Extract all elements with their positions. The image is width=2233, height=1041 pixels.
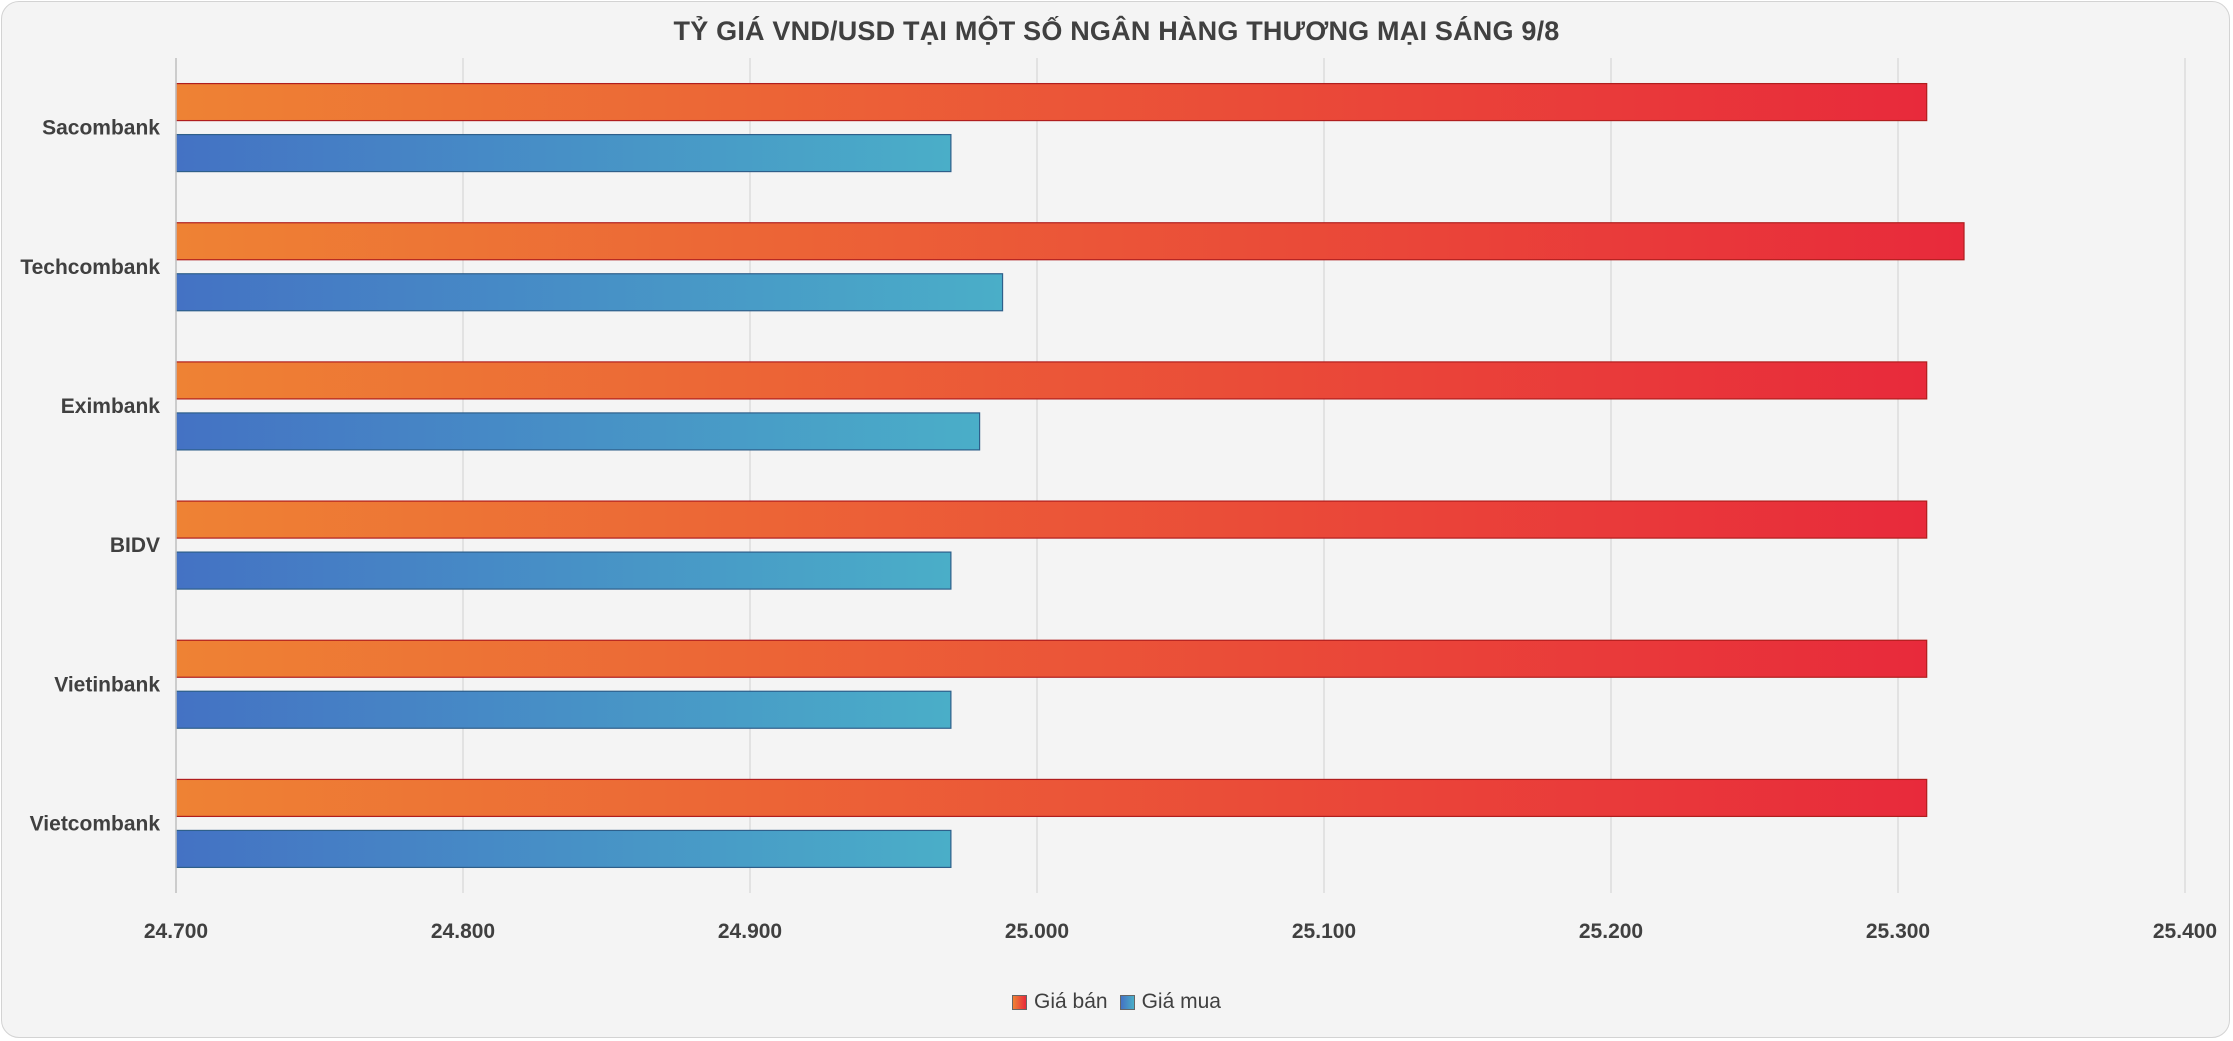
bar-sell [175, 361, 1928, 400]
bar-buy [175, 690, 952, 729]
bar-sell [175, 639, 1928, 678]
bar-buy [175, 412, 981, 451]
bar-sell [175, 222, 1965, 261]
legend-item-buy: Giá mua [1119, 990, 1221, 1014]
category-label: Techcombank [20, 256, 160, 279]
labels: 24.700 24.800 24.900 25.000 25.100 25.200 25.3… [20, 117, 2217, 943]
category-label: Vietinbank [54, 673, 160, 696]
legend-label-sell: Giá bán [1034, 990, 1108, 1013]
category-label: Vietcombank [30, 812, 161, 835]
x-tick-label: 25.400 [2153, 920, 2217, 943]
legend-swatch-sell [1012, 994, 1028, 1010]
legend-swatch-buy [1119, 994, 1135, 1010]
x-tick-label: 25.100 [1292, 920, 1356, 943]
legend-label-buy: Giá mua [1141, 990, 1221, 1013]
x-tick-label: 24.700 [144, 920, 208, 943]
x-tick-label: 25.000 [1005, 920, 1069, 943]
bar-sell [175, 500, 1928, 539]
x-tick-label: 24.800 [431, 920, 495, 943]
x-tick-label: 24.900 [718, 920, 782, 943]
legend: Giá bán Giá mua [0, 990, 2233, 1014]
bar-sell [175, 778, 1928, 818]
bar-buy [175, 133, 952, 173]
legend-item-sell: Giá bán [1012, 990, 1108, 1014]
category-label: BIDV [110, 534, 160, 557]
chart-title: TỶ GIÁ VND/USD TẠI MỘT SỐ NGÂN HÀNG THƯƠ… [673, 16, 1560, 46]
bar-buy [175, 551, 952, 590]
x-tick-label: 25.200 [1579, 920, 1643, 943]
gridlines [462, 58, 2186, 893]
bar-sell [175, 82, 1928, 122]
x-tick-label: 25.300 [1866, 920, 1930, 943]
bar-buy [175, 829, 952, 869]
category-label: Sacombank [42, 117, 160, 140]
bars [175, 82, 1965, 869]
bar-buy [175, 273, 1004, 312]
category-label: Eximbank [61, 395, 161, 418]
